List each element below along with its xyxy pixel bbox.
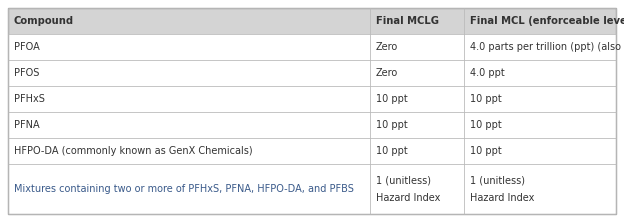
Text: 10 ppt: 10 ppt — [376, 146, 407, 156]
Bar — [8, 112, 370, 138]
Bar — [464, 112, 616, 138]
Bar — [8, 60, 370, 86]
Text: 10 ppt: 10 ppt — [470, 120, 502, 130]
Text: Final MCL (enforceable levels): Final MCL (enforceable levels) — [470, 16, 624, 26]
Text: 4.0 parts per trillion (ppt) (also expressed as ng/L): 4.0 parts per trillion (ppt) (also expre… — [470, 42, 624, 52]
Text: PFOS: PFOS — [14, 68, 39, 78]
Bar — [370, 164, 464, 214]
Bar — [370, 8, 464, 34]
Bar — [8, 34, 370, 60]
Bar — [370, 86, 464, 112]
Text: HFPO-DA (commonly known as GenX Chemicals): HFPO-DA (commonly known as GenX Chemical… — [14, 146, 253, 156]
Bar — [8, 164, 370, 214]
Text: Zero: Zero — [376, 42, 398, 52]
Text: Compound: Compound — [14, 16, 74, 26]
Text: 1 (unitless): 1 (unitless) — [470, 176, 525, 186]
Text: 4.0 ppt: 4.0 ppt — [470, 68, 505, 78]
Text: 10 ppt: 10 ppt — [470, 94, 502, 104]
Bar — [8, 86, 370, 112]
Text: 10 ppt: 10 ppt — [376, 94, 407, 104]
Text: Hazard Index: Hazard Index — [376, 192, 440, 202]
Bar — [370, 112, 464, 138]
Text: Hazard Index: Hazard Index — [470, 192, 534, 202]
Bar — [8, 8, 370, 34]
Bar — [464, 34, 616, 60]
Bar — [464, 8, 616, 34]
Text: 10 ppt: 10 ppt — [470, 146, 502, 156]
Bar — [8, 138, 370, 164]
Bar — [464, 86, 616, 112]
Text: 1 (unitless): 1 (unitless) — [376, 176, 431, 186]
Bar — [464, 138, 616, 164]
Bar — [370, 60, 464, 86]
Text: 10 ppt: 10 ppt — [376, 120, 407, 130]
Text: Zero: Zero — [376, 68, 398, 78]
Text: PFHxS: PFHxS — [14, 94, 45, 104]
Text: PFNA: PFNA — [14, 120, 40, 130]
Bar — [464, 164, 616, 214]
Text: Final MCLG: Final MCLG — [376, 16, 439, 26]
Bar — [370, 138, 464, 164]
Bar — [370, 34, 464, 60]
Text: PFOA: PFOA — [14, 42, 40, 52]
Text: Mixtures containing two or more of PFHxS, PFNA, HFPO-DA, and PFBS: Mixtures containing two or more of PFHxS… — [14, 184, 354, 194]
Bar — [464, 60, 616, 86]
